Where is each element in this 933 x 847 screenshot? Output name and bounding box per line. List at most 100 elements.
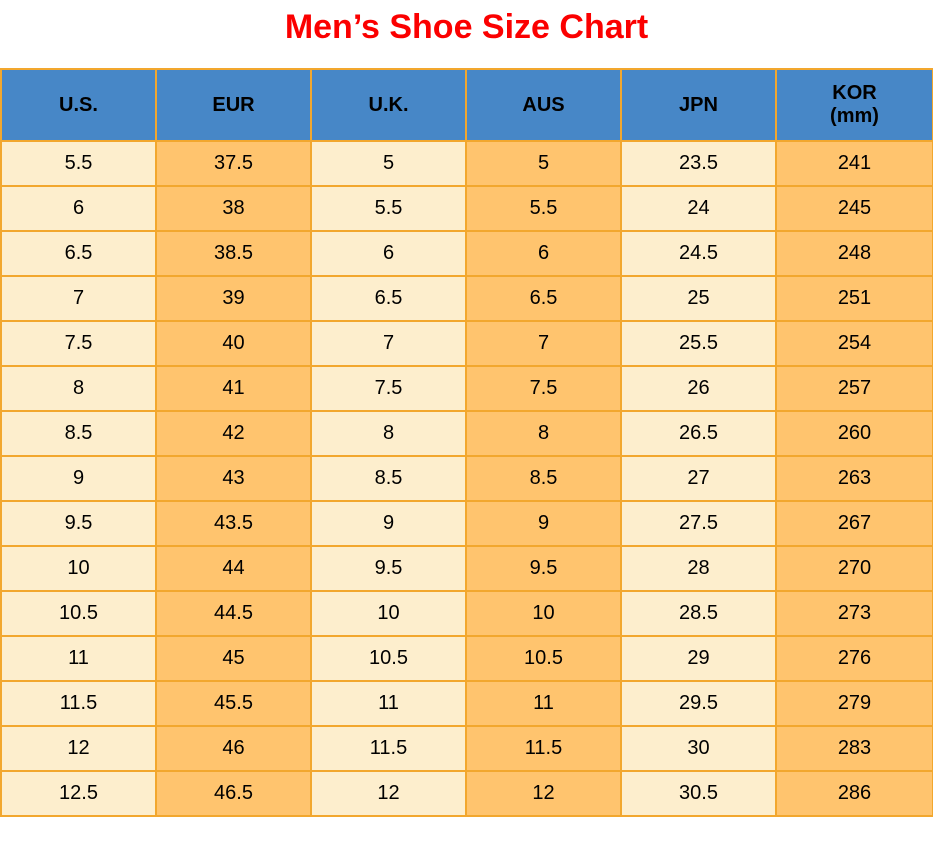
page-title: Men’s Shoe Size Chart [284, 8, 649, 46]
table-cell: 41 [155, 365, 312, 412]
table-cell: 11.5 [465, 725, 622, 772]
table-row: 7 39 6.5 6.5 25 251 [0, 275, 933, 322]
table-cell: 279 [775, 680, 933, 727]
table-cell: 42 [155, 410, 312, 457]
table-cell: 44 [155, 545, 312, 592]
table-cell: 26 [620, 365, 777, 412]
table-cell: 29 [620, 635, 777, 682]
table-cell: 25 [620, 275, 777, 322]
table-cell: 5.5 [310, 185, 467, 232]
table-cell: 23.5 [620, 140, 777, 187]
table-cell: 6.5 [465, 275, 622, 322]
table-cell: 43 [155, 455, 312, 502]
table-cell: 46.5 [155, 770, 312, 817]
table-cell: 27.5 [620, 500, 777, 547]
table-cell: 46 [155, 725, 312, 772]
table-cell: 10.5 [465, 635, 622, 682]
table-cell: 5.5 [465, 185, 622, 232]
table-row: 12 46 11.5 11.5 30 283 [0, 725, 933, 772]
column-header: EUR [155, 68, 312, 142]
column-header: U.S. [0, 68, 157, 142]
table-cell: 254 [775, 320, 933, 367]
table-cell: 9.5 [0, 500, 157, 547]
table-cell: 8.5 [0, 410, 157, 457]
column-header-label: KOR [832, 82, 877, 104]
table-cell: 283 [775, 725, 933, 772]
table-cell: 30.5 [620, 770, 777, 817]
table-cell: 7.5 [310, 365, 467, 412]
table-cell: 6 [465, 230, 622, 277]
table-cell: 6 [310, 230, 467, 277]
table-cell: 6.5 [310, 275, 467, 322]
table-cell: 9 [310, 500, 467, 547]
table-cell: 45 [155, 635, 312, 682]
table-cell: 29.5 [620, 680, 777, 727]
table-cell: 8 [465, 410, 622, 457]
table-cell: 6.5 [0, 230, 157, 277]
table-cell: 9 [465, 500, 622, 547]
table-cell: 10 [310, 590, 467, 637]
table-cell: 38 [155, 185, 312, 232]
column-header-label: JPN [679, 93, 718, 116]
table-cell: 5.5 [0, 140, 157, 187]
table-cell: 27 [620, 455, 777, 502]
table-cell: 24.5 [620, 230, 777, 277]
table-cell: 39 [155, 275, 312, 322]
table-cell: 25.5 [620, 320, 777, 367]
column-header: JPN [620, 68, 777, 142]
table-cell: 8 [310, 410, 467, 457]
table-cell: 28.5 [620, 590, 777, 637]
table-cell: 26.5 [620, 410, 777, 457]
column-header-label: EUR [212, 93, 255, 116]
table-cell: 273 [775, 590, 933, 637]
table-cell: 8 [0, 365, 157, 412]
table-cell: 30 [620, 725, 777, 772]
table-cell: 276 [775, 635, 933, 682]
table-cell: 24 [620, 185, 777, 232]
column-header-subline: (mm) [830, 105, 879, 127]
table-cell: 251 [775, 275, 933, 322]
table-cell: 8.5 [465, 455, 622, 502]
column-header: AUS [465, 68, 622, 142]
table-cell: 286 [775, 770, 933, 817]
table-cell: 12 [0, 725, 157, 772]
table-row: 9.5 43.5 9 9 27.5 267 [0, 500, 933, 547]
table-row: 11.5 45.5 11 11 29.5 279 [0, 680, 933, 727]
table-cell: 263 [775, 455, 933, 502]
table-cell: 257 [775, 365, 933, 412]
table-cell: 11.5 [310, 725, 467, 772]
table-row: 6.5 38.5 6 6 24.5 248 [0, 230, 933, 277]
table-header-row: U.S. EUR U.K. AUS JPN KOR (mm) [0, 68, 933, 142]
table-cell: 40 [155, 320, 312, 367]
table-row: 8.5 42 8 8 26.5 260 [0, 410, 933, 457]
size-table: U.S. EUR U.K. AUS JPN KOR (mm) 5.5 37.5 5 5 23.5 24… [0, 68, 933, 817]
table-cell: 11.5 [0, 680, 157, 727]
table-row: 8 41 7.5 7.5 26 257 [0, 365, 933, 412]
table-row: 10 44 9.5 9.5 28 270 [0, 545, 933, 592]
table-cell: 9.5 [310, 545, 467, 592]
table-cell: 12 [465, 770, 622, 817]
table-cell: 267 [775, 500, 933, 547]
column-header: KOR (mm) [775, 68, 933, 142]
table-cell: 5 [310, 140, 467, 187]
table-cell: 28 [620, 545, 777, 592]
table-cell: 9.5 [465, 545, 622, 592]
table-cell: 8.5 [310, 455, 467, 502]
table-cell: 7 [465, 320, 622, 367]
table-row: 10.5 44.5 10 10 28.5 273 [0, 590, 933, 637]
table-cell: 10.5 [310, 635, 467, 682]
table-cell: 5 [465, 140, 622, 187]
table-cell: 12.5 [0, 770, 157, 817]
table-cell: 12 [310, 770, 467, 817]
table-cell: 10 [0, 545, 157, 592]
column-header: U.K. [310, 68, 467, 142]
table-cell: 260 [775, 410, 933, 457]
table-cell: 9 [0, 455, 157, 502]
table-row: 12.5 46.5 12 12 30.5 286 [0, 770, 933, 817]
table-cell: 11 [465, 680, 622, 727]
table-row: 6 38 5.5 5.5 24 245 [0, 185, 933, 232]
column-header-label: U.K. [368, 93, 409, 116]
table-cell: 7.5 [0, 320, 157, 367]
table-cell: 7 [0, 275, 157, 322]
table-row: 11 45 10.5 10.5 29 276 [0, 635, 933, 682]
